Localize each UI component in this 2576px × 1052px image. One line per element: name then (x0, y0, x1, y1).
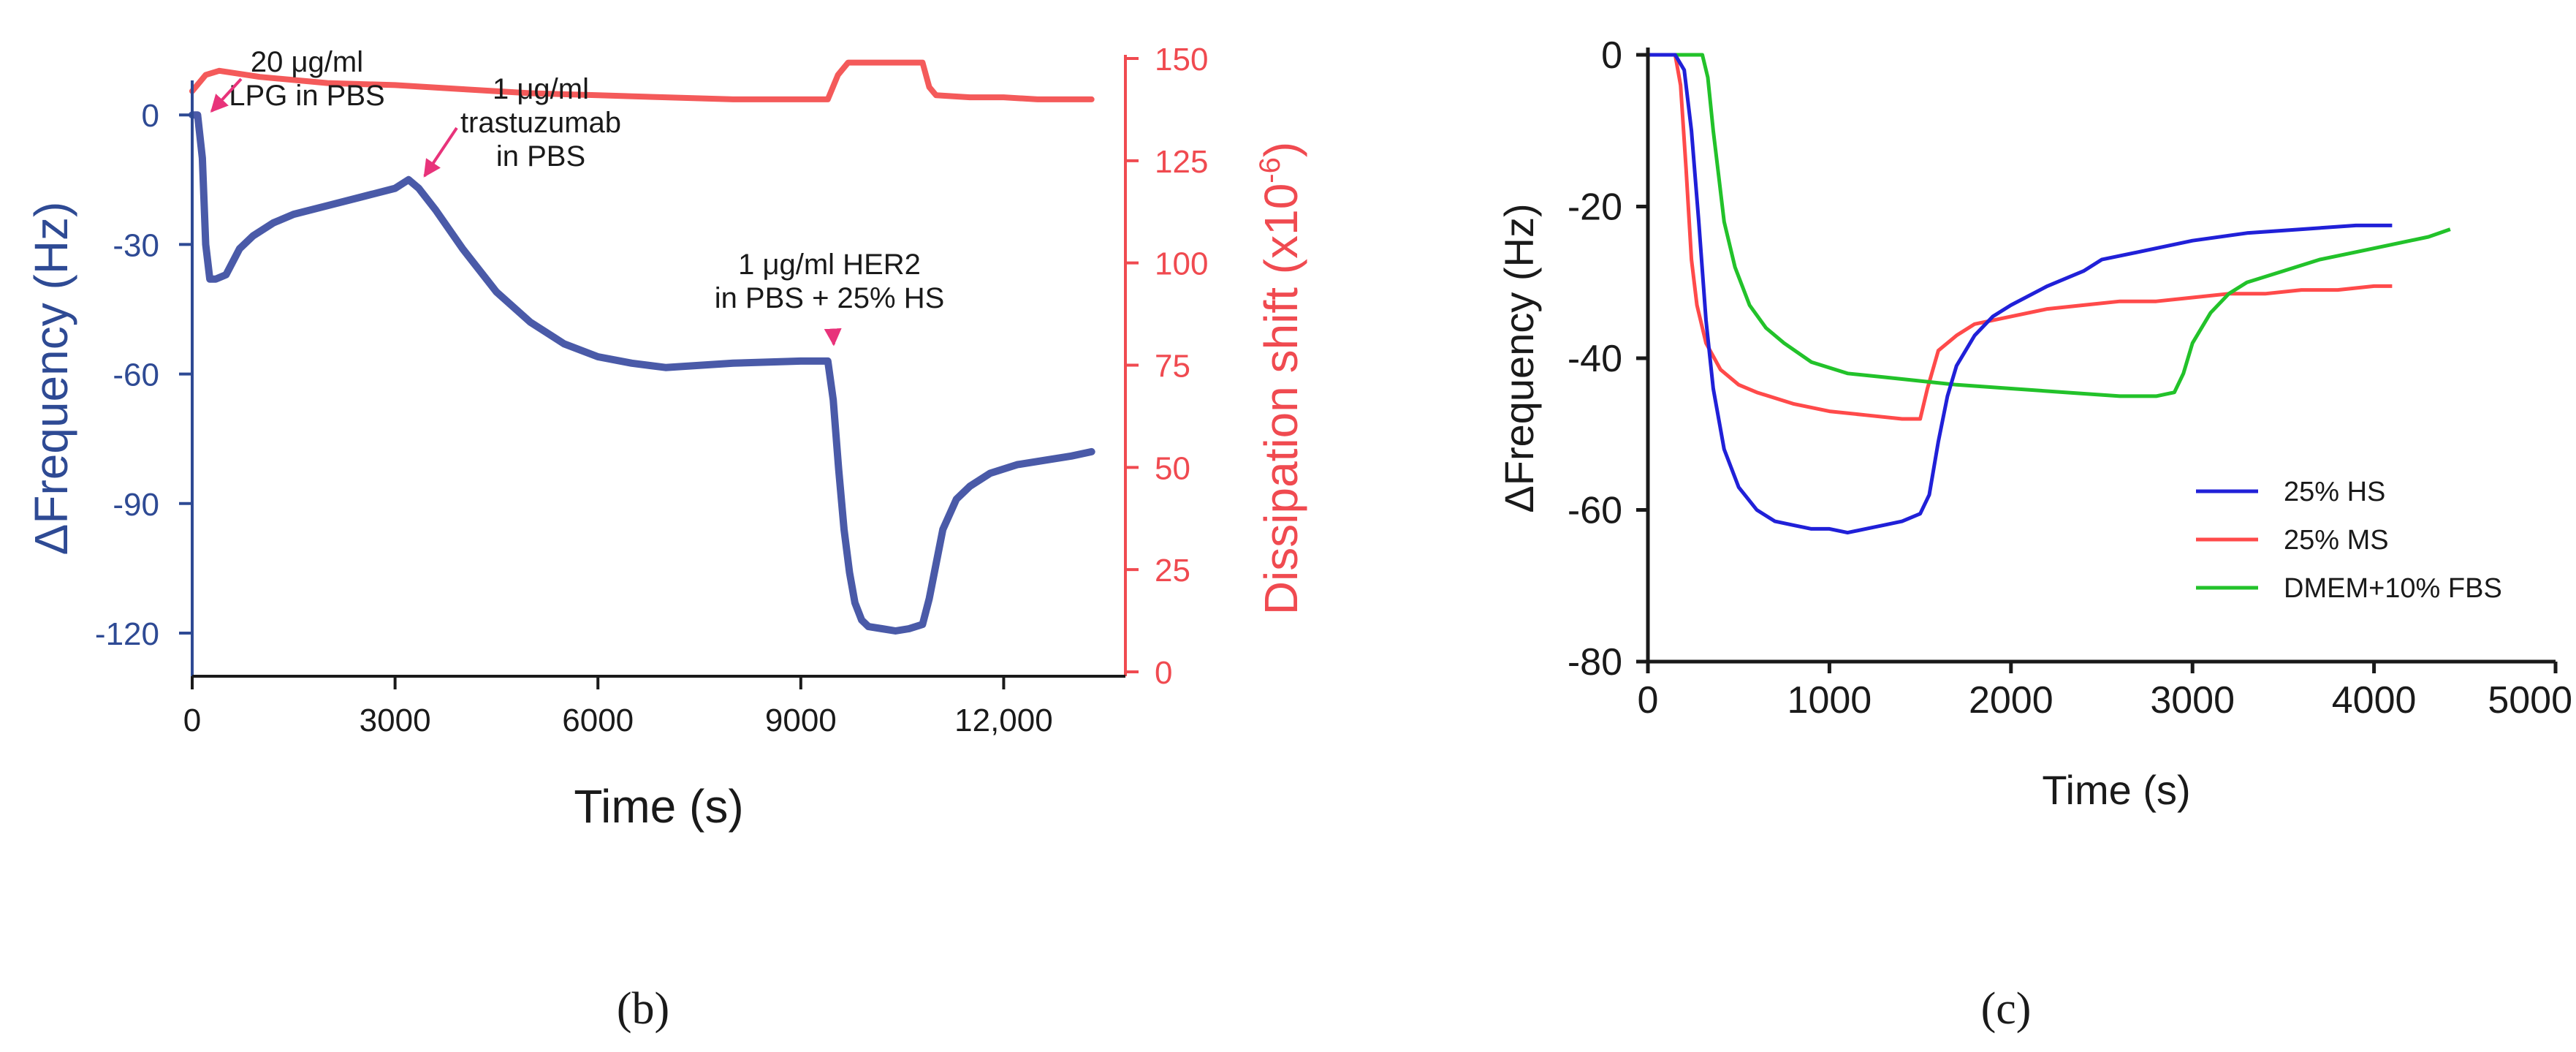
figure-label-c: (c) (1981, 984, 2032, 1034)
c-x-tick-label: 4000 (2332, 679, 2417, 722)
b-y-right-label-exp: -6 (1254, 157, 1286, 183)
b-annotation-arrow (423, 126, 458, 178)
c-y-tick-label: -80 (1568, 641, 1622, 684)
c-x-tick-label: 1000 (1787, 679, 1872, 722)
b-annotation-arrow (210, 77, 243, 113)
c-legend-label: 25% MS (2284, 525, 2389, 556)
b-y-right-label-main: Dissipation shift (x10 (1255, 183, 1307, 615)
b-y-right-axis-label: Dissipation shift (x10-6) (1254, 142, 1307, 615)
b-x-tick-label: 3000 (360, 703, 431, 738)
c-y-axis-label: ΔFrequency (Hz) (1496, 203, 1542, 512)
panel-b-chart: 0 3000 6000 9000 12,000 0 -30 -60 -90 -120 0 25 50 75… (25, 42, 1307, 833)
b-y-right-tick-label: 150 (1155, 42, 1208, 77)
c-y-tick-label: -20 (1568, 186, 1622, 229)
c-y-tick-label: -60 (1568, 490, 1622, 532)
b-x-tick-label: 0 (183, 703, 201, 738)
b-y-right-tick-label: 100 (1155, 246, 1208, 282)
b-series-frequency-line (189, 111, 1095, 635)
c-legend-label: 25% HS (2284, 477, 2385, 507)
b-y-right-tick-label: 125 (1155, 144, 1208, 180)
b-annotation-text: trastuzumab (460, 107, 621, 139)
b-annotation-text: LPG in PBS (229, 80, 384, 112)
c-x-tick-label: 0 (1638, 679, 1659, 722)
b-annotation-text: 1 μg/ml HER2 (738, 249, 921, 281)
c-y-tick-label: 0 (1601, 34, 1622, 77)
b-annotation-text: in PBS (496, 140, 585, 173)
c-x-tick-label: 3000 (2150, 679, 2235, 722)
b-y-left-tick-label: -120 (95, 616, 159, 652)
c-x-tick-label: 2000 (1969, 679, 2053, 722)
b-x-tick-label: 12,000 (954, 703, 1053, 738)
c-legend-label: DMEM+10% FBS (2284, 573, 2502, 604)
b-x-tick-label: 6000 (562, 703, 634, 738)
b-x-axis-label: Time (s) (574, 780, 743, 833)
c-x-axis-label: Time (s) (2042, 767, 2190, 813)
b-series-dissipation-line (189, 59, 1095, 102)
b-y-left-tick-label: -60 (113, 357, 159, 393)
b-annotation-text: in PBS + 25% HS (715, 282, 945, 314)
c-series-dmem-line (1648, 53, 2451, 398)
b-y-left-axis-label: ΔFrequency (Hz) (25, 202, 77, 556)
panel-c-chart: 0 1000 2000 3000 4000 5000 0 -20 -40 -60 -80 25% H… (1496, 34, 2572, 813)
b-annotation-text: 20 μg/ml (251, 46, 363, 78)
b-y-left-tick-label: -30 (113, 227, 159, 263)
b-y-right-label-close: ) (1255, 142, 1307, 157)
c-series-hs-line (1648, 53, 2393, 535)
b-annotation-text: 1 μg/ml (493, 73, 589, 105)
b-x-tick-label: 9000 (765, 703, 837, 738)
b-y-right-tick-label: 0 (1155, 655, 1172, 691)
c-legend: 25% HS 25% MS DMEM+10% FBS (2196, 477, 2502, 604)
c-x-tick-label: 5000 (2488, 679, 2572, 722)
b-y-left-tick-label: -90 (113, 487, 159, 523)
b-annotation-arrow (824, 328, 842, 347)
figure-label-b: (b) (617, 984, 669, 1034)
c-y-tick-label: -40 (1568, 338, 1622, 380)
b-y-right-tick-label: 25 (1155, 553, 1190, 589)
b-y-left-tick-label: 0 (142, 98, 159, 134)
b-y-right-tick-label: 75 (1155, 349, 1190, 385)
b-y-right-tick-label: 50 (1155, 450, 1190, 486)
c-series-ms-line (1648, 53, 2393, 421)
